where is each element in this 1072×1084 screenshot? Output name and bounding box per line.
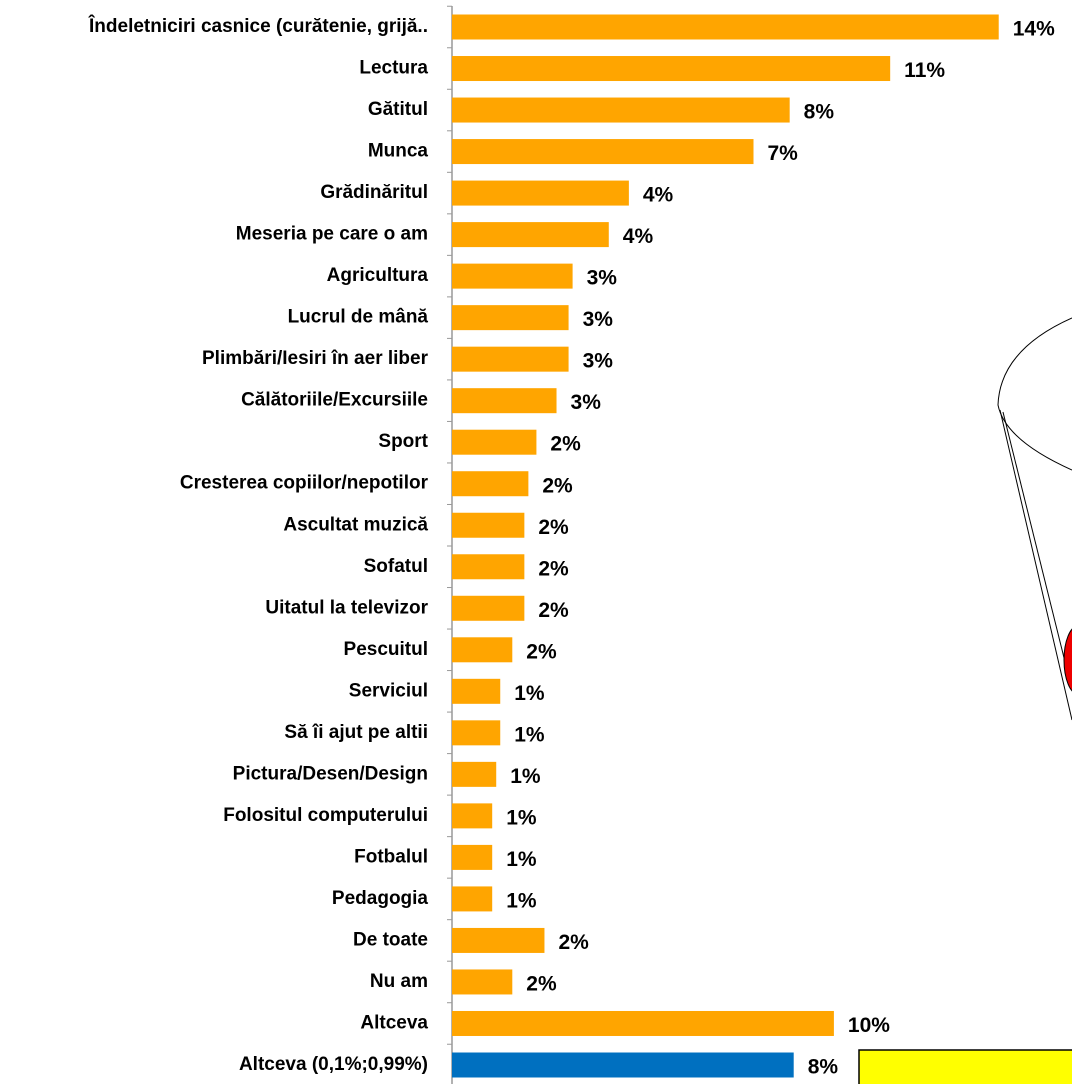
bar	[452, 388, 557, 414]
category-label: Grădinăritul	[320, 182, 428, 203]
value-label: 8%	[808, 1056, 839, 1079]
category-label: Nu am	[370, 971, 428, 992]
bar	[452, 180, 629, 206]
value-label: 4%	[643, 184, 674, 207]
category-label: De toate	[353, 929, 428, 950]
value-label: 11%	[904, 59, 945, 82]
bar	[452, 678, 501, 704]
value-label: 2%	[538, 599, 569, 622]
value-label: 4%	[623, 225, 654, 248]
category-label: Serviciul	[349, 680, 428, 701]
bar	[452, 263, 573, 289]
category-label: Sport	[378, 431, 428, 452]
value-label: 2%	[538, 516, 569, 539]
category-label: Folositul computerului	[223, 805, 428, 826]
value-label: 2%	[526, 640, 557, 663]
category-label: Munca	[368, 141, 429, 162]
category-label: Lucrul de mână	[288, 307, 429, 328]
value-label: 2%	[538, 557, 569, 580]
bar	[452, 844, 493, 870]
bar	[452, 761, 497, 787]
value-label: 2%	[542, 474, 573, 497]
bar	[452, 346, 569, 372]
bar	[452, 1052, 794, 1078]
bar	[452, 56, 891, 82]
bar	[452, 554, 525, 580]
bar	[452, 637, 513, 663]
value-label: 1%	[510, 765, 541, 788]
bar	[452, 512, 525, 538]
category-label: Pictura/Desen/Design	[233, 763, 428, 784]
category-label: Fotbalul	[354, 846, 428, 867]
bar	[452, 429, 537, 455]
value-label: 1%	[506, 889, 537, 912]
value-label: 1%	[506, 848, 537, 871]
category-label: Călătoriile/Excursiile	[241, 390, 428, 411]
bar	[452, 222, 609, 248]
value-label: 8%	[804, 101, 835, 124]
decoration	[858, 317, 1072, 1084]
category-label: Îndeletniciri casnice (curătenie, grijă.…	[88, 15, 428, 37]
bar	[452, 720, 501, 746]
bar	[452, 1010, 834, 1036]
bar	[452, 969, 513, 995]
bar	[452, 305, 569, 331]
category-label: Pedagogia	[332, 888, 429, 909]
category-label: Uitatul la televizor	[265, 597, 428, 618]
bar	[452, 14, 999, 40]
value-label: 3%	[587, 267, 618, 290]
value-label: 2%	[550, 433, 581, 456]
category-label: Plimbări/Iesiri în aer liber	[202, 348, 429, 369]
category-label: Cresterea copiilor/nepotilor	[180, 473, 429, 494]
category-label: Sofatul	[364, 556, 428, 577]
bar	[452, 927, 545, 953]
value-label: 2%	[558, 931, 589, 954]
value-label: 3%	[571, 391, 602, 414]
category-label: Pescuitul	[344, 639, 428, 660]
value-label: 1%	[514, 723, 545, 746]
value-label: 3%	[583, 350, 614, 373]
value-label: 2%	[526, 973, 557, 996]
value-label: 7%	[768, 142, 799, 165]
value-label: 14%	[1013, 18, 1055, 41]
category-label: Meseria pe care o am	[236, 224, 428, 245]
value-label: 3%	[583, 308, 614, 331]
bar	[452, 471, 529, 497]
bar	[452, 803, 493, 829]
category-label: Gătitul	[368, 99, 428, 120]
category-label: Altceva	[360, 1012, 428, 1033]
category-label: Ascultat muzică	[283, 514, 428, 535]
value-label: 10%	[848, 1014, 890, 1037]
category-label: Lectura	[359, 58, 428, 79]
value-label: 1%	[514, 682, 545, 705]
category-label: Agricultura	[327, 265, 429, 286]
category-label: Altceva (0,1%;0,99%)	[239, 1054, 428, 1075]
bar	[452, 886, 493, 912]
value-label: 1%	[506, 806, 537, 829]
bar	[452, 139, 754, 165]
bar	[452, 595, 525, 621]
bar	[452, 97, 790, 123]
category-label: Să îi ajut pe altii	[284, 722, 428, 743]
